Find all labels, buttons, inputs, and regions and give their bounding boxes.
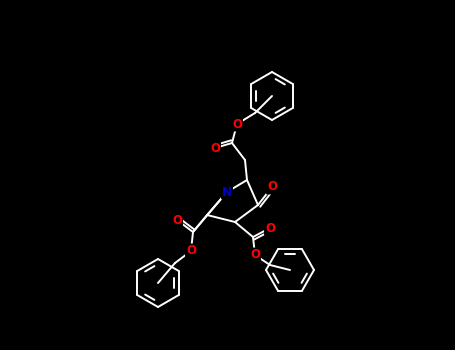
Text: N: N [222,186,232,198]
Text: O: O [232,118,242,131]
Text: O: O [267,181,277,194]
Text: O: O [172,214,182,226]
Text: O: O [250,248,260,261]
Text: O: O [186,245,196,258]
Text: O: O [210,141,220,154]
Text: O: O [265,222,275,235]
